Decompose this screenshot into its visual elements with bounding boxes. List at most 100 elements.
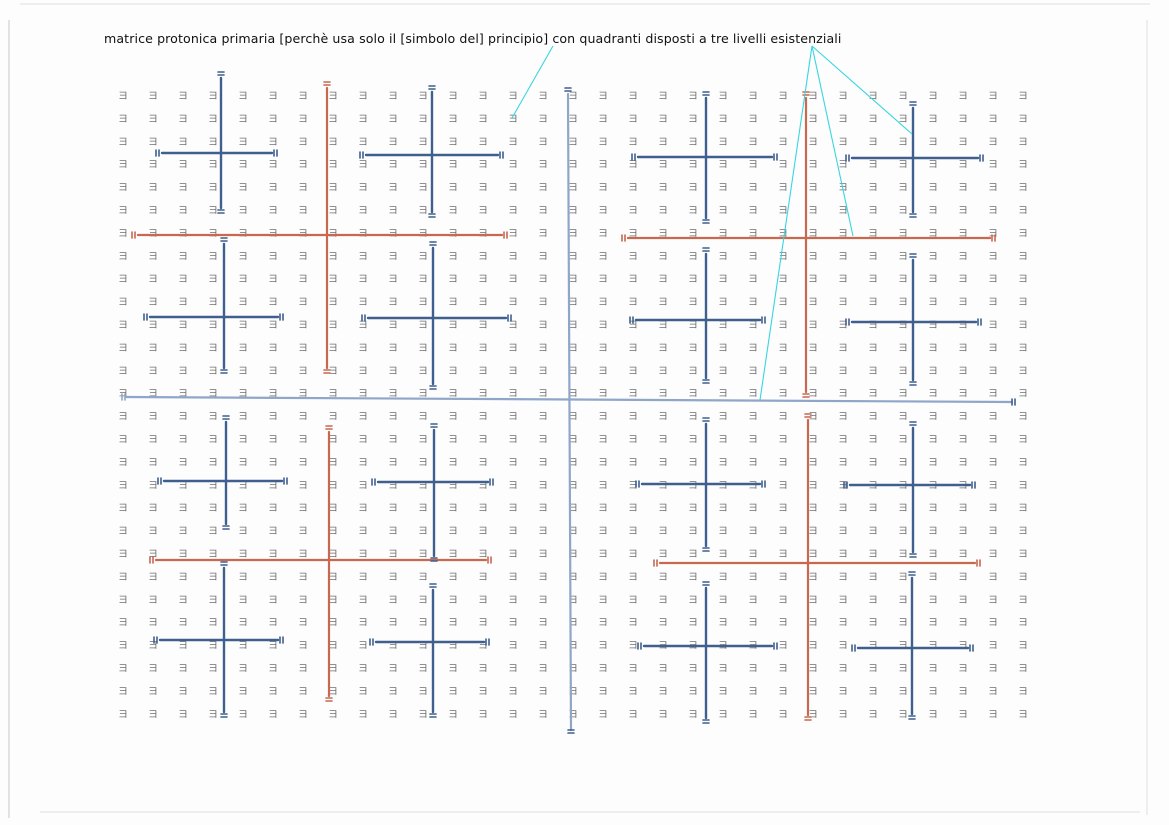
grid-glyph: ヨ (418, 480, 428, 491)
grid-glyph: ヨ (538, 664, 548, 675)
grid-glyph: ヨ (148, 183, 158, 194)
grid-glyph: ヨ (718, 618, 728, 629)
grid-glyph: ヨ (448, 526, 458, 537)
grid-glyph: ヨ (268, 274, 278, 285)
grid-glyph: ヨ (178, 572, 188, 583)
grid-glyph: ヨ (298, 664, 308, 675)
grid-glyph: ヨ (958, 114, 968, 125)
grid-glyph: ヨ (568, 549, 578, 560)
grid-glyph: ヨ (778, 503, 788, 514)
grid-glyph: ヨ (238, 686, 248, 697)
grid-glyph: ヨ (448, 366, 458, 377)
grid-glyph: ヨ (448, 206, 458, 217)
grid-glyph: ヨ (928, 641, 938, 652)
grid-glyph: ヨ (928, 503, 938, 514)
grid-glyph: ヨ (478, 412, 488, 423)
grid-glyph: ヨ (808, 641, 818, 652)
grid-glyph: ヨ (328, 251, 338, 262)
grid-glyph: ヨ (988, 412, 998, 423)
grid-glyph: ヨ (328, 595, 338, 606)
grid-glyph: ヨ (268, 664, 278, 675)
grid-glyph: ヨ (568, 183, 578, 194)
grid-glyph: ヨ (238, 709, 248, 720)
grid-glyph: ヨ (508, 389, 518, 400)
grid-glyph: ヨ (568, 251, 578, 262)
grid-glyph: ヨ (718, 686, 728, 697)
grid-glyph: ヨ (328, 686, 338, 697)
grid-glyph: ヨ (148, 366, 158, 377)
grid-glyph: ヨ (178, 137, 188, 148)
grid-glyph: ヨ (808, 664, 818, 675)
grid-glyph: ヨ (178, 366, 188, 377)
grid-glyph: ヨ (238, 549, 248, 560)
grid-glyph: ヨ (808, 183, 818, 194)
pointer-line (511, 45, 554, 119)
grid-glyph: ヨ (928, 160, 938, 171)
grid-glyph: ヨ (238, 320, 248, 331)
grid-glyph: ヨ (118, 526, 128, 537)
grid-glyph: ヨ (718, 480, 728, 491)
grid-glyph: ヨ (628, 686, 638, 697)
grid-glyph: ヨ (208, 435, 218, 446)
grid-glyph: ヨ (448, 137, 458, 148)
grid-glyph: ヨ (418, 343, 428, 354)
grid-glyph: ヨ (418, 526, 428, 537)
grid-glyph: ヨ (328, 412, 338, 423)
grid-glyph: ヨ (628, 183, 638, 194)
grid-glyph: ヨ (538, 251, 548, 262)
grid-glyph: ヨ (1018, 641, 1028, 652)
grid-glyph: ヨ (508, 320, 518, 331)
cross-lines (121, 71, 1016, 734)
grid-glyph: ヨ (148, 549, 158, 560)
grid-glyph: ヨ (568, 137, 578, 148)
grid-glyph: ヨ (508, 595, 518, 606)
grid-glyph: ヨ (118, 664, 128, 675)
grid-glyph: ヨ (478, 457, 488, 468)
grid-glyph: ヨ (868, 709, 878, 720)
grid-glyph: ヨ (748, 320, 758, 331)
grid-glyph: ヨ (598, 366, 608, 377)
grid-glyph: ヨ (208, 686, 218, 697)
grid-glyph: ヨ (808, 480, 818, 491)
grid-glyph: ヨ (268, 618, 278, 629)
grid-glyph: ヨ (448, 114, 458, 125)
grid-glyph: ヨ (448, 274, 458, 285)
grid-glyph: ヨ (418, 595, 428, 606)
pointer-line (811, 45, 913, 135)
grid-glyph: ヨ (328, 572, 338, 583)
grid-glyph: ヨ (328, 457, 338, 468)
grid-glyph: ヨ (268, 137, 278, 148)
grid-glyph: ヨ (328, 549, 338, 560)
grid-glyph: ヨ (268, 480, 278, 491)
grid-glyph: ヨ (508, 274, 518, 285)
grid-glyph: ヨ (778, 686, 788, 697)
grid-glyph: ヨ (778, 228, 788, 239)
grid-glyph: ヨ (778, 664, 788, 675)
grid-glyph: ヨ (148, 114, 158, 125)
grid-glyph: ヨ (688, 91, 698, 102)
grid-glyph: ヨ (238, 595, 248, 606)
grid-glyph: ヨ (628, 320, 638, 331)
grid-glyph: ヨ (718, 595, 728, 606)
grid-glyph: ヨ (208, 206, 218, 217)
grid-glyph: ヨ (1018, 274, 1028, 285)
grid-glyph: ヨ (238, 366, 248, 377)
grid-glyph: ヨ (928, 274, 938, 285)
grid-glyph: ヨ (418, 366, 428, 377)
grid-glyph: ヨ (1018, 595, 1028, 606)
grid-glyph: ヨ (598, 549, 608, 560)
grid-glyph: ヨ (898, 91, 908, 102)
grid-glyph: ヨ (598, 709, 608, 720)
grid-glyph: ヨ (838, 366, 848, 377)
grid-glyph: ヨ (868, 297, 878, 308)
grid-glyph: ヨ (598, 183, 608, 194)
grid-glyph: ヨ (988, 183, 998, 194)
grid-glyph: ヨ (568, 297, 578, 308)
grid-glyph: ヨ (778, 595, 788, 606)
grid-glyph: ヨ (718, 389, 728, 400)
grid-glyph: ヨ (658, 91, 668, 102)
grid-glyph: ヨ (688, 480, 698, 491)
grid-glyph: ヨ (688, 183, 698, 194)
grid-glyph: ヨ (928, 228, 938, 239)
grid-glyph: ヨ (568, 274, 578, 285)
